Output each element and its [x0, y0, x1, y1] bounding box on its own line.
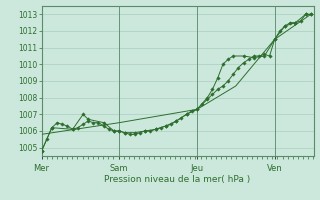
X-axis label: Pression niveau de la mer( hPa ): Pression niveau de la mer( hPa )	[104, 175, 251, 184]
